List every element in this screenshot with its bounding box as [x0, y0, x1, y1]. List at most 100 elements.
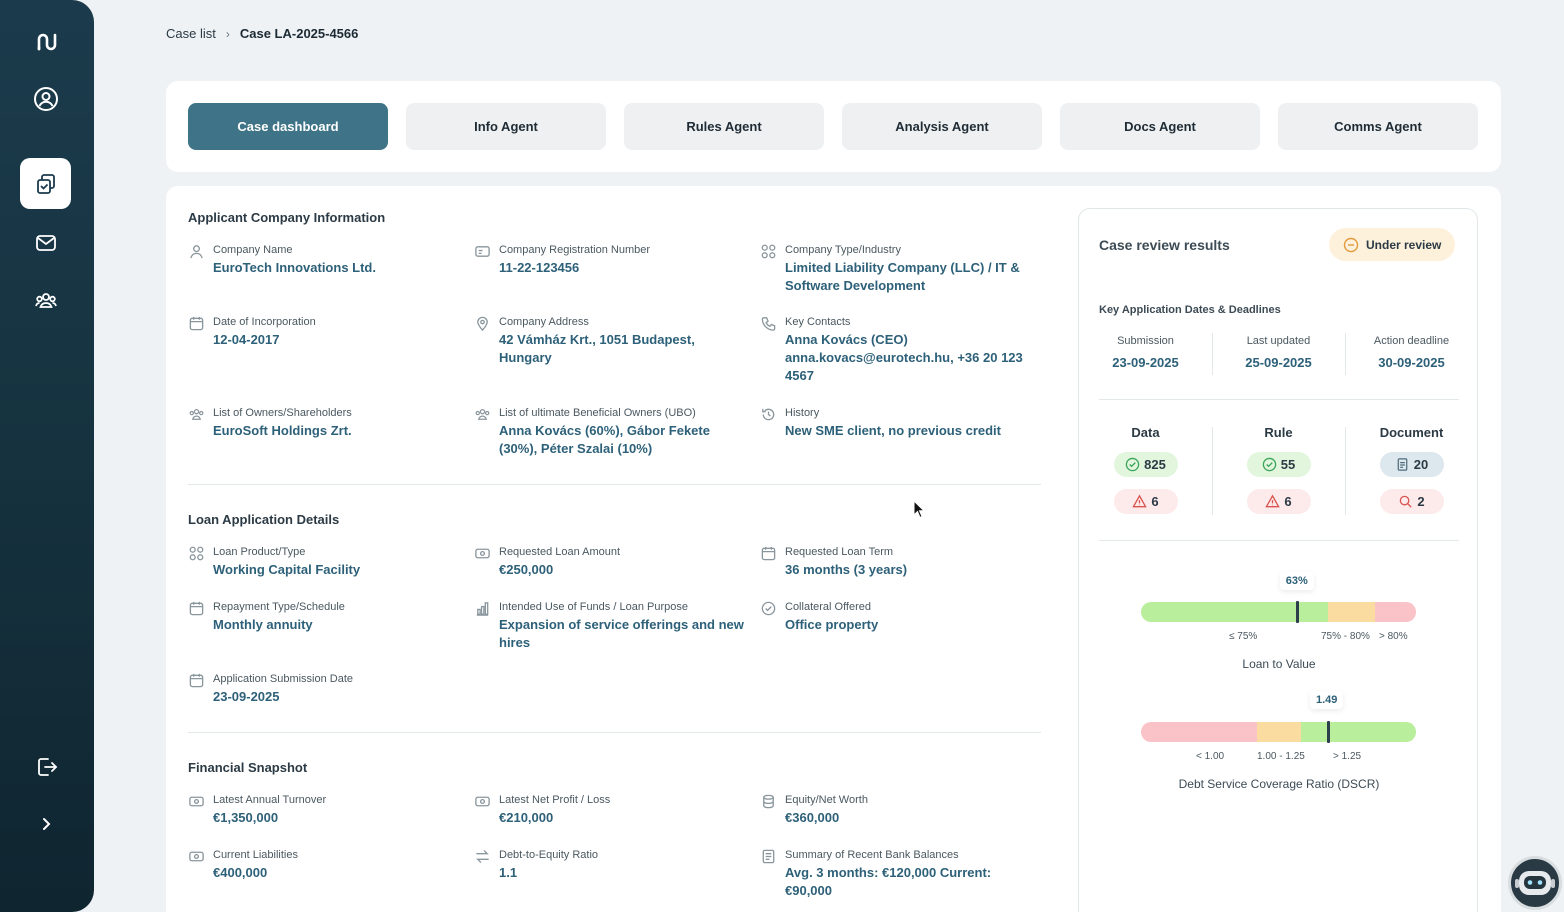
field-repayment-type: Repayment Type/Schedule Monthly annuity — [188, 600, 458, 634]
dscr-value-label: 1.49 — [1310, 691, 1344, 709]
pending-icon — [1343, 237, 1359, 252]
financial-section-title: Financial Snapshot — [188, 760, 308, 775]
tab-case-dashboard[interactable]: Case dashboard — [188, 103, 388, 150]
field-equity: Equity/Net Worth €360,000 — [760, 793, 1030, 827]
data-issues-badge[interactable]: 6 — [1113, 489, 1178, 514]
loan-section-title: Loan Application Details — [188, 512, 340, 527]
tab-comms-agent[interactable]: Comms Agent — [1278, 103, 1478, 150]
grid-icon — [188, 545, 206, 563]
check-circle-icon — [1125, 457, 1140, 472]
count-rule: Rule 55 6 — [1212, 425, 1345, 514]
group-icon — [188, 406, 206, 424]
database-icon — [760, 793, 778, 811]
status-label: Under review — [1366, 237, 1442, 252]
cases-icon — [36, 173, 55, 194]
document-icon — [1397, 458, 1408, 471]
tab-docs-agent[interactable]: Docs Agent — [1060, 103, 1260, 150]
chart-icon — [474, 600, 492, 618]
panel-divider — [1099, 399, 1459, 400]
case-details-card: Applicant Company Information Company Na… — [166, 186, 1501, 912]
chevron-right-icon — [42, 817, 50, 830]
field-ubo: List of ultimate Beneficial Owners (UBO)… — [474, 406, 744, 458]
field-annual-turnover: Latest Annual Turnover €1,350,000 — [188, 793, 458, 827]
ltv-tick-0: ≤ 75% — [1229, 631, 1258, 642]
field-owners: List of Owners/Shareholders EuroSoft Hol… — [188, 406, 458, 440]
ltv-value-label: 63% — [1279, 572, 1314, 590]
phone-icon — [760, 315, 778, 333]
tab-rules-agent[interactable]: Rules Agent — [624, 103, 824, 150]
breadcrumb-chevron-icon: › — [225, 26, 230, 41]
column-divider — [1212, 333, 1213, 375]
dscr-title: Debt Service Coverage Ratio (DSCR) — [1178, 777, 1380, 791]
document-icon — [760, 848, 778, 866]
field-company-address: Company Address 42 Vámház Krt., 1051 Bud… — [474, 315, 744, 367]
team-icon — [34, 292, 57, 308]
tab-analysis-agent[interactable]: Analysis Agent — [842, 103, 1042, 150]
ltv-title: Loan to Value — [1242, 657, 1316, 671]
case-review-panel: Case review results Under review Key App… — [1078, 208, 1478, 912]
column-divider — [1212, 427, 1213, 515]
cases-button[interactable] — [20, 158, 71, 209]
team-button[interactable] — [20, 275, 71, 326]
field-key-contacts: Key Contacts Anna Kovács (CEO) anna.kova… — [760, 315, 1030, 385]
ltv-tick-2: > 80% — [1379, 631, 1408, 642]
assistant-bot-button[interactable] — [1508, 856, 1562, 910]
dscr-tick-2: > 1.25 — [1333, 751, 1362, 762]
document-issues-badge[interactable]: 2 — [1379, 489, 1444, 514]
column-divider — [1345, 427, 1346, 515]
dscr-gauge-segment-low — [1141, 722, 1257, 742]
dscr-tick-0: < 1.00 — [1196, 751, 1225, 762]
money-icon — [188, 793, 206, 811]
count-document: Document 20 2 — [1345, 425, 1478, 514]
field-loan-amount: Requested Loan Amount €250,000 — [474, 545, 744, 579]
field-history: History New SME client, no previous cred… — [760, 406, 1030, 440]
field-collateral: Collateral Offered Office property — [760, 600, 1030, 634]
ltv-marker — [1296, 601, 1300, 623]
profile-button[interactable] — [20, 73, 71, 124]
tab-info-agent[interactable]: Info Agent — [406, 103, 606, 150]
field-loan-product: Loan Product/Type Working Capital Facili… — [188, 545, 458, 579]
search-icon — [1400, 495, 1412, 508]
field-company-name: Company Name EuroTech Innovations Ltd. — [188, 243, 458, 277]
breadcrumb-case-list[interactable]: Case list — [166, 26, 216, 41]
ltv-gauge — [1141, 602, 1416, 622]
field-loan-term: Requested Loan Term 36 months (3 years) — [760, 545, 1030, 579]
warning-icon — [1265, 494, 1281, 508]
field-bank-balances: Summary of Recent Bank Balances Avg. 3 m… — [760, 848, 1030, 900]
column-divider — [1345, 333, 1346, 375]
section-divider — [188, 484, 1041, 485]
user-circle-icon — [33, 86, 58, 111]
ltv-tick-1: 75% - 80% — [1321, 631, 1370, 642]
count-data: Data 825 6 — [1079, 425, 1212, 514]
sidebar — [0, 0, 94, 912]
breadcrumb-current: Case LA-2025-4566 — [239, 26, 359, 41]
rule-issues-badge[interactable]: 6 — [1246, 489, 1311, 514]
ltv-gauge-segment-mid — [1328, 602, 1375, 622]
date-submission: Submission 23-09-2025 — [1112, 335, 1179, 370]
person-icon — [188, 243, 206, 261]
calendar-icon — [760, 545, 778, 563]
mouse-cursor-icon — [913, 500, 926, 519]
dscr-gauge-segment-mid — [1256, 722, 1301, 742]
panel-divider — [1099, 540, 1459, 541]
ltv-gauge-segment-low — [1141, 602, 1328, 622]
date-last-updated: Last updated 25-09-2025 — [1245, 335, 1312, 370]
dscr-tick-1: 1.00 - 1.25 — [1257, 751, 1305, 762]
document-count-badge[interactable]: 20 — [1379, 452, 1444, 477]
logo-icon[interactable] — [20, 16, 71, 67]
field-loan-purpose: Intended Use of Funds / Loan Purpose Exp… — [474, 600, 744, 652]
grid-icon — [760, 243, 778, 261]
expand-sidebar-button[interactable] — [20, 798, 71, 849]
logout-icon — [37, 757, 57, 776]
logout-button[interactable] — [20, 741, 71, 792]
check-badge-icon — [760, 600, 778, 618]
data-passed-badge[interactable]: 825 — [1113, 452, 1178, 477]
field-submission-date: Application Submission Date 23-09-2025 — [188, 672, 458, 706]
messages-button[interactable] — [20, 217, 71, 268]
section-divider — [188, 732, 1041, 733]
check-circle-icon — [1262, 457, 1277, 472]
field-current-liabilities: Current Liabilities €400,000 — [188, 848, 458, 882]
rule-passed-badge[interactable]: 55 — [1246, 452, 1311, 477]
ltv-gauge-segment-high — [1374, 602, 1416, 622]
location-icon — [474, 315, 492, 333]
